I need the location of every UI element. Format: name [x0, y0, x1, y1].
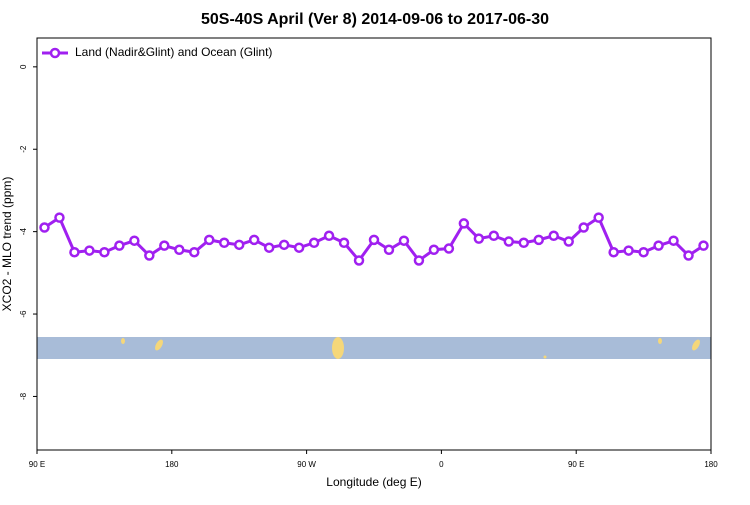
data-point [593, 212, 604, 223]
data-point [638, 246, 649, 258]
data-point [398, 235, 410, 246]
data-point [218, 237, 230, 249]
data-point [263, 242, 275, 253]
land [121, 338, 125, 344]
data-point [308, 237, 320, 249]
data-point [368, 234, 380, 246]
data-point [323, 230, 335, 242]
data-point [99, 246, 110, 258]
data-point [159, 240, 170, 251]
land [692, 339, 700, 351]
data-point [698, 240, 709, 251]
data-point [623, 245, 634, 256]
data-point [129, 235, 140, 246]
legend-marker [49, 47, 61, 59]
chart-title: 50S-40S April (Ver 8) 2014-09-06 to 2017… [201, 11, 549, 28]
data-point [608, 246, 619, 258]
land [155, 339, 163, 351]
data-point [39, 222, 50, 233]
data-point [563, 236, 574, 247]
x-tick-label: 180 [704, 460, 718, 469]
x-tick-label: 0 [439, 460, 444, 469]
data-point [84, 245, 95, 256]
y-tick-label: -6 [19, 310, 28, 318]
data-point [383, 244, 395, 256]
land [543, 355, 547, 359]
land [658, 338, 662, 344]
legend-label: Land (Nadir&Glint) and Ocean (Glint) [75, 45, 272, 59]
data-point [233, 239, 245, 251]
data-point [503, 236, 515, 247]
data-point [653, 240, 664, 251]
ocean-strip [37, 337, 711, 359]
x-tick-label: 90 W [297, 460, 316, 469]
data-point [353, 255, 365, 266]
data-point [458, 218, 470, 229]
x-tick-label: 90 E [568, 460, 584, 469]
land [332, 337, 344, 359]
data-point [248, 234, 260, 246]
data-point [518, 237, 530, 249]
data-point [174, 244, 185, 256]
x-tick-label: 90 E [29, 460, 45, 469]
data-point [413, 255, 425, 266]
data-point [578, 222, 589, 233]
data-point [278, 239, 290, 251]
data-point [683, 250, 694, 261]
y-tick-label: -2 [19, 145, 28, 153]
data-point [668, 235, 679, 246]
data-point [488, 230, 500, 242]
x-axis-label: Longitude (deg E) [326, 475, 421, 489]
data-point [54, 212, 65, 223]
data-point [338, 237, 350, 249]
map-strip [37, 337, 711, 359]
data-point [69, 246, 80, 258]
data-point [203, 234, 215, 246]
data-point [144, 250, 155, 261]
plot-frame [36, 37, 712, 451]
data-point [443, 243, 455, 254]
data-point [533, 234, 545, 246]
data-point [428, 244, 440, 256]
y-axis-label: XCO2 - MLO trend (ppm) [0, 177, 14, 312]
y-tick-label: -8 [19, 392, 28, 400]
data-point [189, 246, 200, 258]
data-point [548, 230, 559, 242]
data-point [293, 242, 305, 253]
y-tick-label: 0 [19, 64, 28, 69]
y-tick-label: -4 [19, 228, 28, 236]
data-point [114, 240, 125, 251]
x-tick-label: 180 [165, 460, 179, 469]
data-point [473, 233, 485, 244]
